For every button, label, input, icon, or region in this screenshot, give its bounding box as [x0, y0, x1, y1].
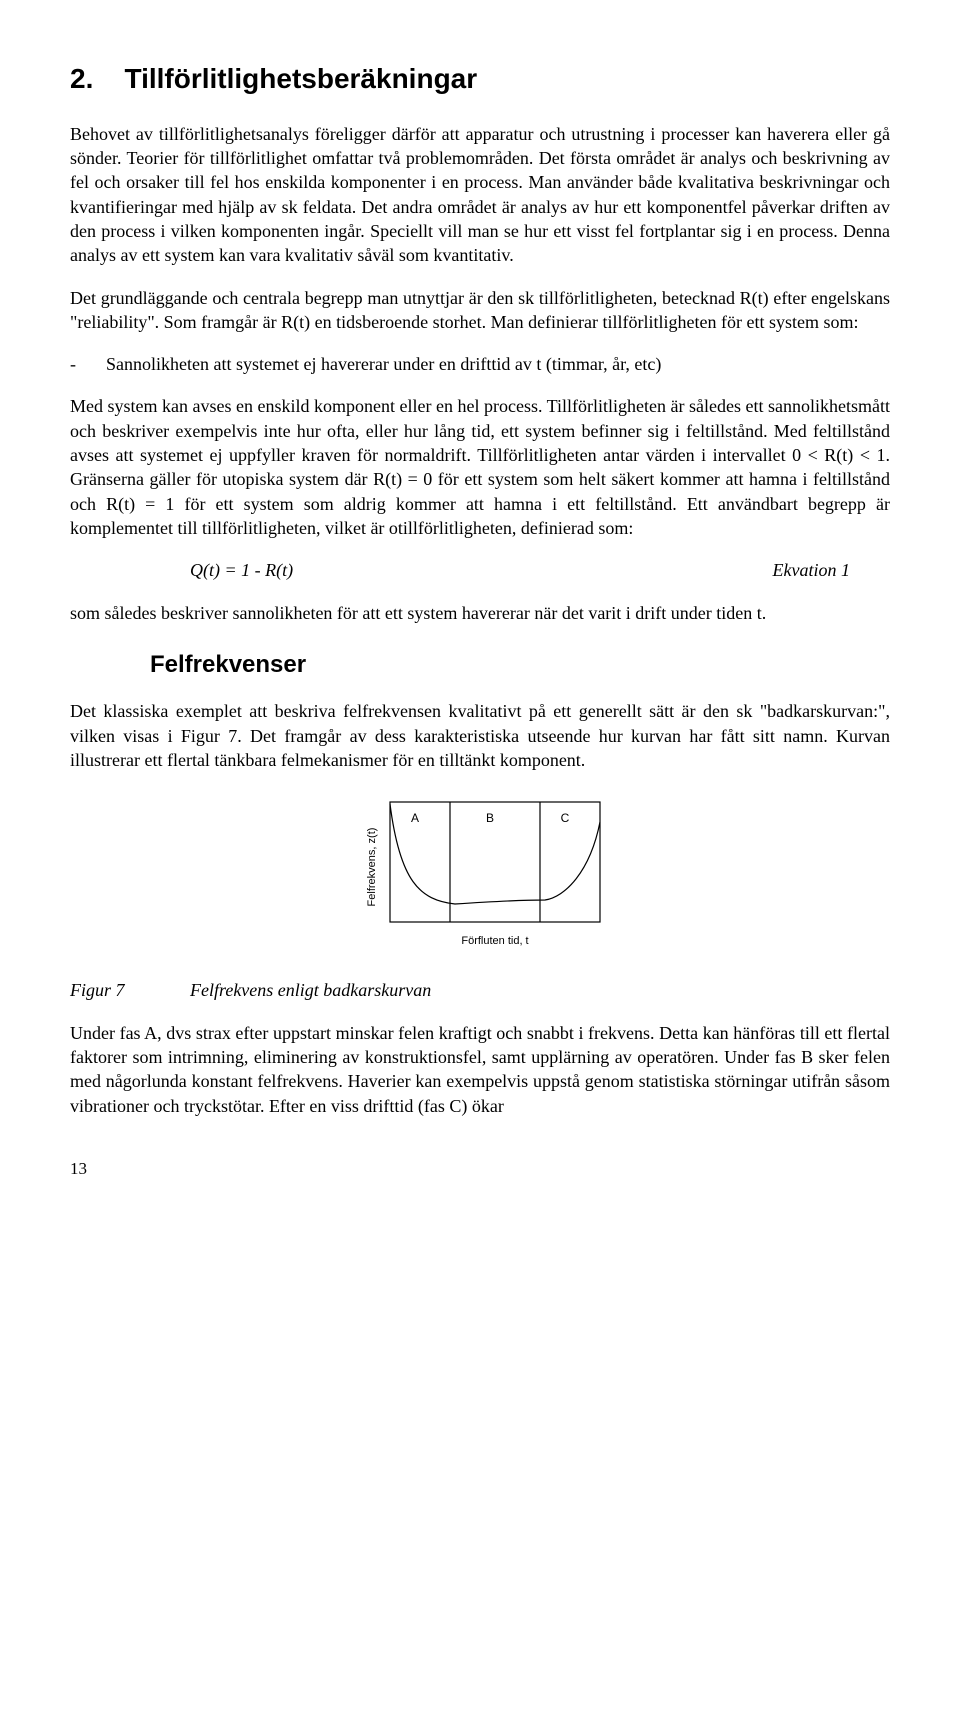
page-number: 13: [70, 1158, 890, 1181]
paragraph: Det klassiska exemplet att beskriva felf…: [70, 699, 890, 772]
section-number: 2.: [70, 63, 93, 94]
figure-bathtub: A B C Felfrekvens, z(t) Förfluten tid, t: [70, 792, 890, 968]
paragraph: Med system kan avses en enskild komponen…: [70, 394, 890, 540]
svg-text:Förfluten tid, t: Förfluten tid, t: [461, 935, 528, 947]
equation-formula: Q(t) = 1 - R(t): [190, 558, 293, 582]
subsection-heading: Felfrekvenser: [150, 649, 890, 681]
svg-text:Felfrekvens, z(t): Felfrekvens, z(t): [366, 828, 378, 907]
bullet-item: - Sannolikheten att systemet ej haverera…: [70, 352, 890, 376]
paragraph: Behovet av tillförlitlighetsanalys förel…: [70, 122, 890, 268]
bullet-text: Sannolikheten att systemet ej havererar …: [106, 352, 890, 376]
svg-text:A: A: [411, 811, 419, 825]
paragraph: som således beskriver sannolikheten för …: [70, 601, 890, 625]
section-heading: 2. Tillförlitlighetsberäkningar: [70, 60, 890, 98]
section-title: Tillförlitlighetsberäkningar: [124, 63, 477, 94]
equation-label: Ekvation 1: [773, 558, 850, 582]
paragraph: Det grundläggande och centrala begrepp m…: [70, 286, 890, 335]
svg-text:B: B: [486, 811, 494, 825]
bullet-dash: -: [70, 352, 106, 376]
figure-caption-row: Figur 7 Felfrekvens enligt badkarskurvan: [70, 978, 890, 1002]
bathtub-chart: A B C Felfrekvens, z(t) Förfluten tid, t: [320, 792, 640, 962]
figure-caption: Felfrekvens enligt badkarskurvan: [190, 978, 890, 1002]
svg-text:C: C: [561, 811, 570, 825]
paragraph: Under fas A, dvs strax efter uppstart mi…: [70, 1021, 890, 1118]
equation-row: Q(t) = 1 - R(t) Ekvation 1: [70, 558, 890, 582]
figure-label: Figur 7: [70, 978, 190, 1002]
